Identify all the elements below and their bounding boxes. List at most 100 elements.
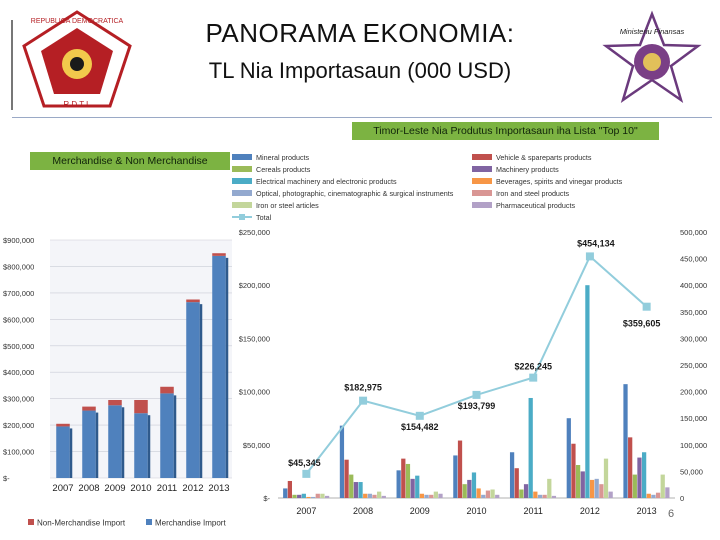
bar-merchandise-side-2009 <box>121 407 125 478</box>
bar-2-2012 <box>575 465 581 498</box>
bar-8-2013 <box>660 474 665 498</box>
bar-4-2009 <box>415 475 420 498</box>
x-tick-label: 2013 <box>208 483 229 494</box>
y-tick-label-right: 300,000 <box>680 334 707 343</box>
y-tick-label: $100,000 <box>3 448 34 457</box>
x-tick-label: 2007 <box>296 506 316 516</box>
legend-swatch <box>232 202 252 208</box>
bar-3-2010 <box>467 479 472 498</box>
bar-2-2007 <box>292 494 297 498</box>
bar-6-2010 <box>481 494 486 498</box>
bar-0-2008 <box>339 425 345 498</box>
bar-2-2009 <box>405 463 411 498</box>
legend-marker <box>239 214 245 220</box>
total-data-label: $193,799 <box>458 401 496 411</box>
y-tick-label-left: $150,000 <box>239 334 270 343</box>
x-tick-label: 2011 <box>157 483 177 494</box>
header-divider <box>11 20 13 110</box>
total-data-label: $182,975 <box>344 383 382 393</box>
legend-label: Iron and steel products <box>496 189 570 198</box>
x-tick-label: 2012 <box>182 483 203 494</box>
legend-swatch <box>28 519 34 525</box>
bar-2-2008 <box>349 474 354 498</box>
legend-label: Optical, photographic, cinematographic &… <box>256 189 454 198</box>
y-tick-label-left: $100,000 <box>239 388 270 397</box>
total-marker-2009 <box>415 411 424 420</box>
legend-label: Vehicle & spareparts products <box>496 153 592 162</box>
legend-swatch <box>472 178 492 184</box>
page-number: 6 <box>668 508 675 520</box>
bar-0-2009 <box>396 470 401 498</box>
total-data-label: $454,134 <box>577 238 615 248</box>
legend-swatch <box>232 178 252 184</box>
total-marker-2010 <box>472 390 481 399</box>
bar-3-2011 <box>523 484 529 498</box>
total-marker-2013 <box>642 302 651 311</box>
x-tick-label: 2010 <box>130 483 151 494</box>
bar-non-merchandise-2011 <box>160 386 174 394</box>
bar-1-2010 <box>457 440 463 498</box>
bar-4-2010 <box>471 472 477 498</box>
y-tick-label: $900,000 <box>3 236 34 245</box>
total-line <box>305 254 648 475</box>
bar-merchandise-2013 <box>212 255 226 478</box>
total-data-label: $45,345 <box>288 458 321 468</box>
bar-9-2010 <box>495 494 500 498</box>
bar-7-2007 <box>315 493 320 498</box>
bar-7-2008 <box>372 494 377 498</box>
total-marker-2008 <box>359 396 368 405</box>
x-tick-label: 2011 <box>524 506 543 516</box>
legend-swatch <box>472 166 492 172</box>
bar-merchandise-2009 <box>108 405 122 478</box>
y-tick-label-right: 50,000 <box>680 467 703 476</box>
bar-non-merchandise-2008 <box>82 406 96 411</box>
bar-4-2013 <box>641 452 647 498</box>
x-tick-label: 2009 <box>410 506 430 516</box>
total-data-label: $154,482 <box>401 422 439 432</box>
svg-text:Ministeriu Finansas: Ministeriu Finansas <box>620 27 685 36</box>
legend-label: Non-Merchandise Import <box>37 519 126 528</box>
page-subtitle: TL Nia Importasaun (000 USD) <box>208 58 512 83</box>
national-emblem-logo: REPUBLICA DEMOCRATICA R D T L <box>22 10 132 109</box>
y-tick-label: $600,000 <box>3 315 34 324</box>
bar-7-2009 <box>429 494 434 498</box>
legend-label: Electrical machinery and electronic prod… <box>256 177 397 186</box>
y-tick-label-right: 400,000 <box>680 281 707 290</box>
bar-non-merchandise-2013 <box>212 253 226 256</box>
total-marker-2011 <box>529 373 538 382</box>
bar-6-2007 <box>311 496 316 498</box>
bar-1-2009 <box>401 458 406 498</box>
bar-9-2008 <box>381 495 386 498</box>
legend-label: Machinery products <box>496 165 559 174</box>
bar-5-2008 <box>363 493 368 498</box>
y-tick-label: $- <box>3 474 10 483</box>
y-tick-label: $400,000 <box>3 368 34 377</box>
svg-text:REPUBLICA DEMOCRATICA: REPUBLICA DEMOCRATICA <box>31 18 124 25</box>
bar-0-2007 <box>283 488 288 498</box>
bar-5-2011 <box>533 491 538 498</box>
x-tick-label: 2009 <box>104 483 125 494</box>
bar-6-2013 <box>651 494 656 498</box>
legend-label: Pharmaceutical products <box>496 201 576 210</box>
total-marker-2012 <box>585 252 594 261</box>
bar-merchandise-2012 <box>186 302 200 478</box>
bar-1-2012 <box>571 443 576 498</box>
bar-0-2012 <box>566 418 571 498</box>
y-tick-label: $300,000 <box>3 395 34 404</box>
merchandise-stacked-bar-chart: $- $100,000 $200,000 $300,000 $400,000 $500,0… <box>3 236 232 528</box>
bar-1-2007 <box>287 480 293 498</box>
bar-merchandise-side-2008 <box>95 412 99 478</box>
bar-merchandise-side-2011 <box>173 395 177 478</box>
legend-swatch <box>232 166 252 172</box>
y-tick-label-right: 0 <box>680 494 684 503</box>
y-tick-label-right: 100,000 <box>680 441 707 450</box>
bar-6-2011 <box>537 494 543 498</box>
legend-swatch <box>232 154 252 160</box>
x-tick-label: 2010 <box>466 506 486 516</box>
merchandise-chart-badge: Merchandise & Non Merchandise <box>30 152 230 170</box>
bar-4-2011 <box>528 397 533 498</box>
bar-merchandise-2011 <box>160 393 174 478</box>
bar-1-2008 <box>344 459 349 498</box>
bar-5-2012 <box>589 479 595 498</box>
total-marker-2007 <box>302 469 311 478</box>
